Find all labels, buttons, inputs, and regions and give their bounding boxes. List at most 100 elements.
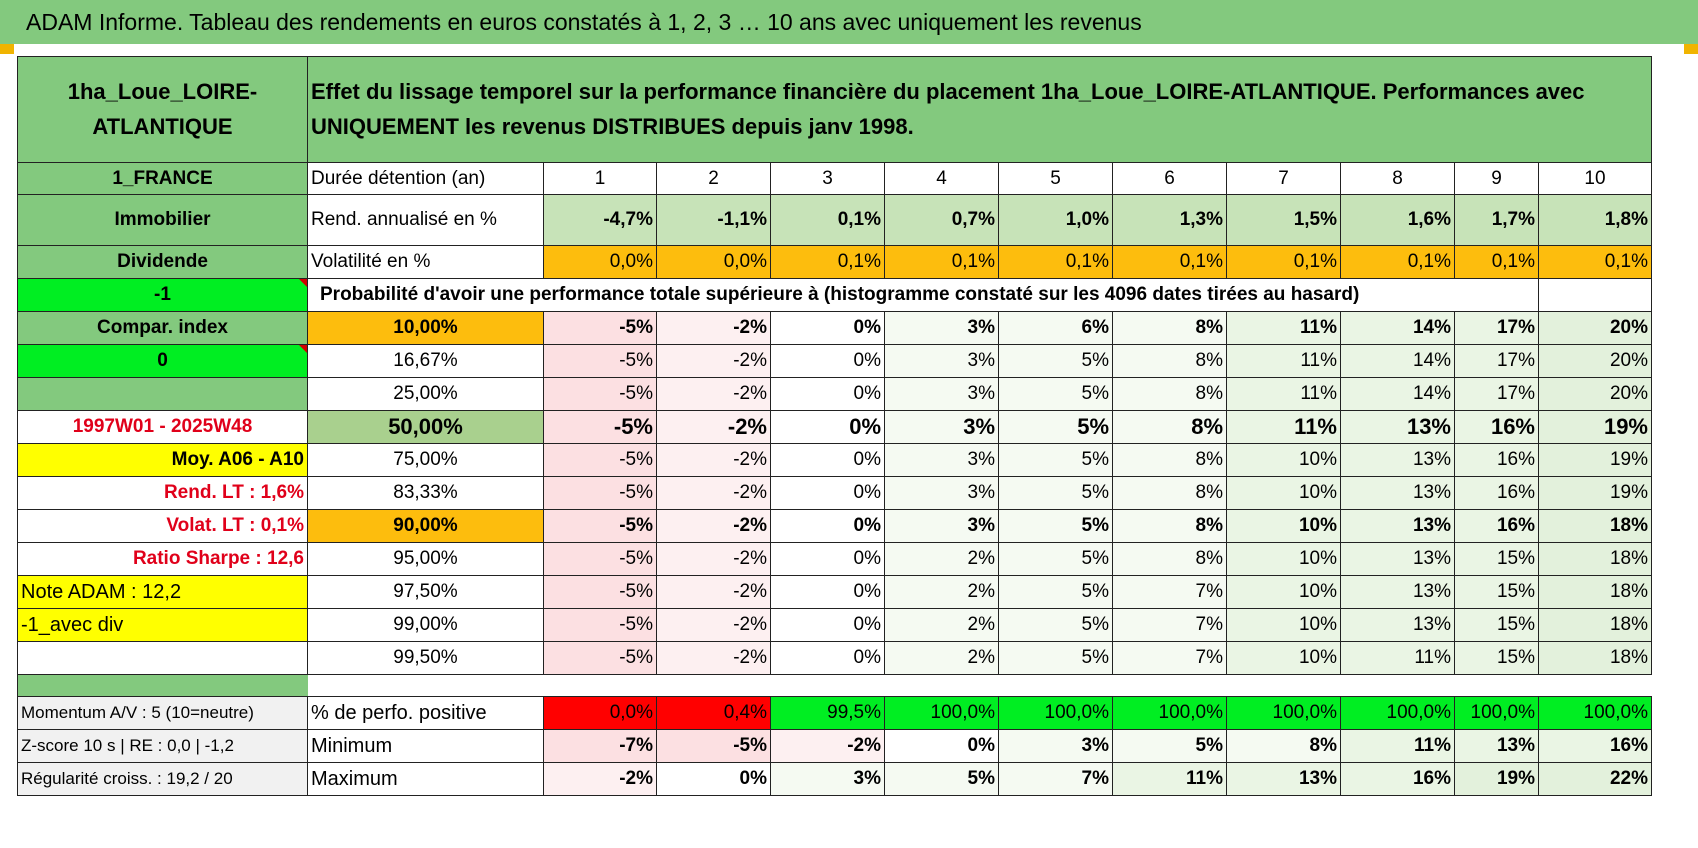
percentile-value: -2% [656,410,771,444]
percentile-value: 0% [770,311,885,345]
volat-value: 0,0% [543,245,657,279]
percentile-label: 10,00% [307,311,544,345]
rend-value: 0,1% [770,194,885,246]
minimum-value: 0% [884,729,999,763]
positive-value: 99,5% [770,696,885,730]
percentile-value: 10% [1226,509,1341,543]
percentile-value: 3% [884,443,999,477]
year-header: 9 [1454,162,1539,195]
percentile-value: 8% [1112,443,1227,477]
percentile-value: 19% [1538,443,1652,477]
year-header: 10 [1538,162,1652,195]
percentile-value: 17% [1454,311,1539,345]
maximum-value: 3% [770,762,885,796]
rend-value: 1,6% [1340,194,1455,246]
percentile-value: 13% [1340,443,1455,477]
volat-value: 0,1% [770,245,885,279]
percentile-value: 10% [1226,542,1341,576]
percentile-value: 7% [1112,608,1227,642]
percentile-value: 18% [1538,542,1652,576]
percentile-value: 5% [998,377,1113,411]
minimum-value: 8% [1226,729,1341,763]
blank-cell [17,641,308,675]
percentile-value: 18% [1538,509,1652,543]
volat-value: 0,1% [884,245,999,279]
maximum-label: Maximum [307,762,544,796]
percentile-value: 16% [1454,509,1539,543]
percentile-value: 2% [884,608,999,642]
percentile-value: 10% [1226,608,1341,642]
percentile-value: -5% [543,542,657,576]
percentile-value: -5% [543,608,657,642]
percentile-value: -2% [656,641,771,675]
percentile-value: -5% [543,377,657,411]
rend-label: Rend. annualisé en % [307,194,544,246]
blank-green-cell [17,377,308,411]
percentile-value: 16% [1454,443,1539,477]
year-header: 3 [770,162,885,195]
percentile-value: 14% [1340,311,1455,345]
percentile-value: 5% [998,509,1113,543]
percentile-value: 7% [1112,641,1227,675]
percentile-value: 20% [1538,344,1652,378]
percentile-value: -2% [656,608,771,642]
percentile-value: -5% [543,410,657,444]
maximum-value: 22% [1538,762,1652,796]
title-strip [0,44,1698,54]
percentile-value: 0% [770,410,885,444]
percentile-value: 3% [884,476,999,510]
percentile-label: 50,00% [307,410,544,444]
percentile-label: 75,00% [307,443,544,477]
percentile-value: 0% [770,542,885,576]
maximum-value: 5% [884,762,999,796]
volat-lt-cell: Volat. LT : 0,1% [17,509,308,543]
percentile-value: 8% [1112,509,1227,543]
percentile-value: 5% [998,410,1113,444]
percentile-value: 7% [1112,575,1227,609]
percentile-value: -2% [656,344,771,378]
positive-value: 100,0% [1538,696,1652,730]
percentile-value: 13% [1340,509,1455,543]
rend-lt-cell: Rend. LT : 1,6% [17,476,308,510]
percentile-value: 5% [998,542,1113,576]
percentile-value: 14% [1340,344,1455,378]
positive-value: 100,0% [1454,696,1539,730]
param1-input[interactable]: -1 [17,278,308,312]
minimum-value: 3% [998,729,1113,763]
minimum-value: 16% [1538,729,1652,763]
percentile-value: 2% [884,575,999,609]
percentile-value: -2% [656,311,771,345]
momentum-cell: Momentum A/V : 5 (10=neutre) [17,696,308,730]
maximum-value: 13% [1226,762,1341,796]
positive-value: 0,0% [543,696,657,730]
percentile-value: -2% [656,476,771,510]
percentile-value: 3% [884,377,999,411]
param2-input[interactable]: 0 [17,344,308,378]
percentile-value: 8% [1112,377,1227,411]
volat-value: 0,0% [656,245,771,279]
percentile-value: 5% [998,443,1113,477]
percentile-value: 18% [1538,641,1652,675]
percentile-value: 11% [1226,410,1341,444]
maximum-value: 19% [1454,762,1539,796]
percentile-value: 18% [1538,575,1652,609]
percentile-value: 0% [770,377,885,411]
percentile-value: 11% [1226,311,1341,345]
percentile-value: 0% [770,641,885,675]
percentile-value: 0% [770,443,885,477]
positive-value: 100,0% [1112,696,1227,730]
percentile-value: 15% [1454,575,1539,609]
year-header: 6 [1112,162,1227,195]
rend-value: 1,8% [1538,194,1652,246]
percentile-value: 13% [1340,542,1455,576]
percentile-value: -2% [656,575,771,609]
volat-value: 0,1% [1340,245,1455,279]
separator-green [17,674,308,697]
percentile-value: 0% [770,509,885,543]
percentile-value: 17% [1454,344,1539,378]
volat-value: 0,1% [1112,245,1227,279]
percentile-value: 5% [998,641,1113,675]
positive-value: 100,0% [998,696,1113,730]
percentile-value: 19% [1538,410,1652,444]
country-cell: 1_FRANCE [17,162,308,195]
